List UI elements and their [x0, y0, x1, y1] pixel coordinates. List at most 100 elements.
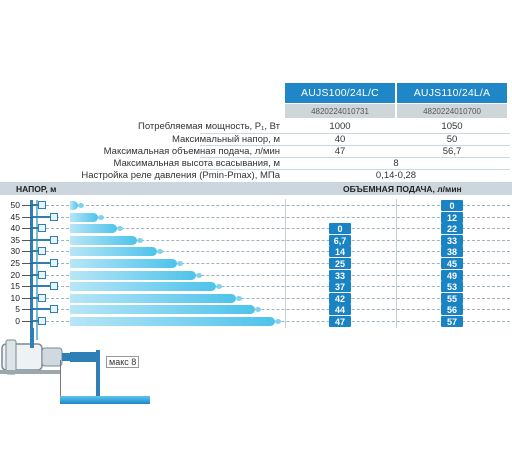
- riser-pipe: [30, 200, 33, 345]
- suction-pipe: [96, 350, 100, 398]
- head-axis-label: НАПОР, м: [16, 183, 57, 194]
- row-guide-line: [36, 263, 510, 264]
- head-tick-label: 0: [15, 316, 20, 326]
- head-tick: [22, 228, 36, 229]
- water-jet: [70, 236, 143, 245]
- head-tick: [22, 286, 36, 287]
- spec-label: Максимальный напор, м: [171, 134, 280, 145]
- chart-row: 35 6,7 33: [0, 234, 512, 247]
- flow-value-model-1: 0: [329, 223, 351, 234]
- water-jet: [70, 259, 183, 268]
- spec-value-model-2: 50: [446, 134, 458, 145]
- outlet-nozzle: [38, 294, 46, 302]
- model-1-code: 4820224010731: [285, 104, 395, 118]
- column-separator: [396, 211, 397, 224]
- row-guide-line: [36, 275, 510, 276]
- head-tick-label: 10: [10, 293, 20, 303]
- spec-value-model-1: 47: [334, 146, 346, 157]
- row-guide-line: [36, 205, 510, 206]
- outlet-pipe: [33, 227, 39, 229]
- column-separator: [396, 199, 397, 212]
- row-guide-line: [36, 228, 510, 229]
- riser-pipe-inner: [36, 200, 38, 340]
- outlet-nozzle: [38, 201, 46, 209]
- pump-icon: [0, 328, 100, 375]
- outlet-nozzle: [38, 224, 46, 232]
- outlet-pipe: [33, 204, 39, 206]
- head-tick: [22, 217, 36, 218]
- flow-value-model-2: 22: [441, 223, 463, 234]
- spec-label: Максимальная объемная подача, л/мин: [103, 146, 280, 157]
- water-jet: [70, 271, 202, 280]
- outlet-pipe: [33, 239, 51, 241]
- spec-value-model-2: 56,7: [442, 146, 462, 157]
- divider: [200, 133, 510, 134]
- water-jet: [70, 294, 242, 303]
- head-tick-label: 25: [10, 258, 20, 268]
- head-tick-label: 35: [10, 235, 20, 245]
- flow-value-model-2: 38: [441, 246, 463, 257]
- outlet-pipe: [33, 274, 39, 276]
- spec-value-merged: 0,14-0,28: [375, 170, 417, 181]
- column-separator: [285, 211, 286, 224]
- water-jet: [70, 213, 104, 222]
- outlet-pipe: [33, 216, 51, 218]
- flow-value-model-2: 53: [441, 281, 463, 292]
- column-separator: [285, 199, 286, 212]
- model-2-header: AUJS110/24L/A: [397, 83, 507, 103]
- spec-label: Настройка реле давления (Pmin-Pmax), МПа: [81, 170, 280, 181]
- water-level: [60, 396, 150, 404]
- head-tick-label: 15: [10, 281, 20, 291]
- outlet-pipe: [33, 297, 39, 299]
- flow-value-model-2: 49: [441, 270, 463, 281]
- flow-value-model-2: 45: [441, 258, 463, 269]
- chart-row: 0 47 57: [0, 315, 512, 328]
- flow-value-model-1: 14: [329, 246, 351, 257]
- chart-row: 50 0: [0, 199, 512, 212]
- column-separator: [396, 222, 397, 235]
- head-tick: [22, 263, 36, 264]
- row-guide-line: [36, 309, 510, 310]
- outlet-pipe: [33, 285, 51, 287]
- outlet-nozzle: [50, 259, 58, 267]
- outlet-nozzle: [50, 236, 58, 244]
- suction-depth-label: макс 8: [106, 356, 140, 368]
- column-separator: [285, 292, 286, 305]
- column-separator: [396, 303, 397, 316]
- outlet-nozzle: [50, 213, 58, 221]
- water-jet: [70, 317, 281, 326]
- flow-value-model-1: 25: [329, 258, 351, 269]
- flow-value-model-1: 6,7: [329, 235, 351, 246]
- column-separator: [285, 280, 286, 293]
- flow-value-model-1: 44: [329, 304, 351, 315]
- head-tick: [22, 321, 36, 322]
- head-tick: [22, 240, 36, 241]
- head-tick: [22, 309, 36, 310]
- chart-row: 20 33 49: [0, 269, 512, 282]
- head-tick: [22, 251, 36, 252]
- water-jet: [70, 224, 123, 233]
- outlet-pipe: [33, 320, 39, 322]
- water-jet: [70, 282, 222, 291]
- divider: [200, 157, 510, 158]
- head-tick-label: 45: [10, 212, 20, 222]
- chart-row: 40 0 22: [0, 222, 512, 235]
- row-guide-line: [36, 298, 510, 299]
- column-separator: [285, 315, 286, 328]
- head-tick-label: 40: [10, 223, 20, 233]
- outlet-nozzle: [38, 247, 46, 255]
- model-2-name: AUJS110/24L/A: [413, 87, 491, 99]
- head-tick-label: 20: [10, 270, 20, 280]
- suction-depth-marker: [60, 360, 91, 400]
- chart-row: 10 42 55: [0, 292, 512, 305]
- column-separator: [285, 257, 286, 270]
- flow-value-model-2: 57: [441, 316, 463, 327]
- outlet-pipe: [33, 262, 51, 264]
- outlet-nozzle: [50, 282, 58, 290]
- flow-value-model-2: 12: [441, 212, 463, 223]
- column-separator: [396, 315, 397, 328]
- water-jet: [70, 247, 163, 256]
- spec-label: Максимальная высота всасывания, м: [113, 158, 280, 169]
- spec-value-model-1: 1000: [329, 121, 351, 132]
- column-separator: [285, 245, 286, 258]
